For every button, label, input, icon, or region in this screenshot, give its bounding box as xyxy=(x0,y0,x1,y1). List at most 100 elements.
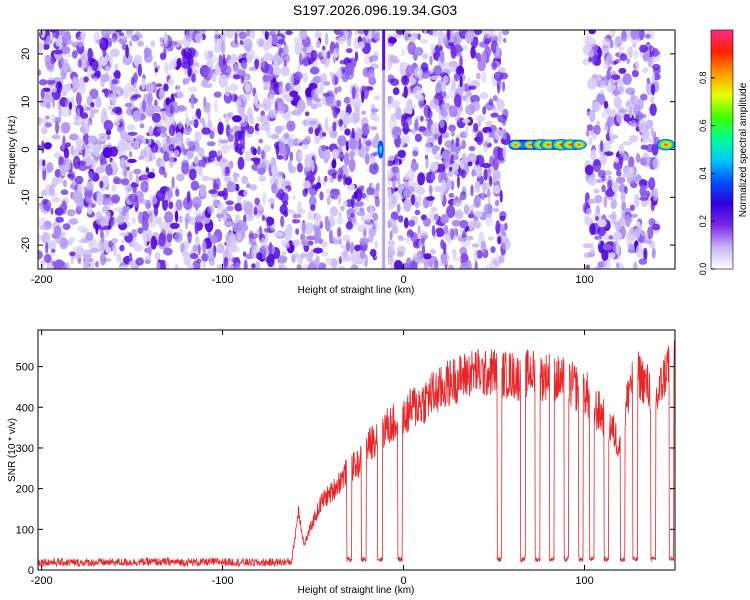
heatmap-cell xyxy=(331,159,337,169)
heatmap-cell xyxy=(226,205,235,211)
heatmap-cell xyxy=(614,95,620,107)
heatmap-cell xyxy=(272,67,282,76)
heatmap-cell xyxy=(467,77,471,88)
heatmap-cell xyxy=(57,82,62,89)
heatmap-cell xyxy=(453,73,460,82)
heatmap-cell xyxy=(41,140,45,154)
heatmap-cell xyxy=(243,201,253,216)
heatmap-cell xyxy=(285,82,291,92)
heatmap-cell xyxy=(398,215,404,223)
heatmap-cell xyxy=(55,216,64,223)
heatmap-cell xyxy=(110,86,118,92)
heatmap-cell xyxy=(187,140,196,147)
heatmap-cell xyxy=(392,87,400,96)
heatmap-cell xyxy=(454,208,464,220)
heatmap-cell xyxy=(319,73,328,84)
heatmap-cell xyxy=(448,124,456,132)
heatmap-cell xyxy=(331,148,340,159)
heatmap-cell xyxy=(159,221,169,230)
heatmap-cell xyxy=(100,39,106,51)
heatmap-cell xyxy=(618,46,625,52)
heatmap-cell xyxy=(64,99,70,108)
heatmap-cell xyxy=(587,37,597,48)
signal-peak xyxy=(571,139,587,150)
heatmap-cell xyxy=(229,250,233,264)
heatmap-cell xyxy=(126,192,130,206)
heatmap-cell xyxy=(363,30,369,36)
heatmap-cell xyxy=(370,108,379,113)
heatmap-cell xyxy=(459,246,468,256)
heatmap-cell xyxy=(591,54,601,66)
heatmap-cell xyxy=(622,141,633,146)
heatmap-cell xyxy=(337,86,342,93)
heatmap-cell xyxy=(491,61,498,71)
heatmap-cell xyxy=(95,96,102,109)
heatmap-cell xyxy=(652,223,661,231)
heatmap-cell xyxy=(326,188,331,195)
heatmap-cell xyxy=(443,242,447,255)
y-tick-label: 10 xyxy=(20,96,32,108)
heatmap-cell xyxy=(120,178,130,186)
heatmap-cell xyxy=(142,137,146,146)
heatmap-cell xyxy=(187,264,195,269)
heatmap-cell xyxy=(606,116,615,127)
heatmap-cell xyxy=(494,199,500,207)
heatmap-cell xyxy=(371,219,378,228)
heatmap-cell xyxy=(406,185,415,194)
heatmap-cell xyxy=(293,36,301,45)
heatmap-cell xyxy=(118,32,125,37)
heatmap-cell xyxy=(480,192,485,201)
heatmap-cell xyxy=(374,151,379,156)
heatmap-cell xyxy=(442,75,449,84)
heatmap-cell xyxy=(473,122,479,133)
heatmap-cell xyxy=(200,79,209,88)
heatmap-cell xyxy=(355,131,360,142)
heatmap-cell xyxy=(122,53,133,66)
heatmap-cell xyxy=(369,55,379,62)
heatmap-cell xyxy=(440,50,445,64)
heatmap-cell xyxy=(295,228,300,235)
heatmap-cell xyxy=(639,44,649,53)
heatmap-cell xyxy=(472,219,482,229)
heatmap-cell xyxy=(391,225,399,235)
heatmap-cell xyxy=(249,184,258,191)
heatmap-cell xyxy=(407,36,417,42)
heatmap-cell xyxy=(313,247,323,254)
heatmap-cell xyxy=(126,124,136,131)
heatmap-cell xyxy=(315,87,320,96)
heatmap-cell xyxy=(148,245,152,257)
signal-peak xyxy=(508,140,523,150)
heatmap-cell xyxy=(586,124,594,132)
heatmap-cell xyxy=(314,220,321,227)
snr-frame xyxy=(37,329,676,571)
heatmap-cell xyxy=(488,133,494,138)
heatmap-cell xyxy=(105,65,111,73)
heatmap-cell xyxy=(41,118,49,124)
heatmap-cell xyxy=(362,123,370,136)
heatmap-cell xyxy=(610,74,621,80)
heatmap-cell xyxy=(344,62,355,76)
heatmap-cell xyxy=(603,259,611,269)
heatmap-cell xyxy=(103,120,114,131)
heatmap-cell xyxy=(76,35,85,48)
heatmap-cell xyxy=(586,130,590,137)
heatmap-cell xyxy=(374,196,381,207)
heatmap-cell xyxy=(93,76,98,82)
heatmap-cell xyxy=(468,145,476,152)
heatmap-cell xyxy=(283,44,289,55)
heatmap-cell xyxy=(445,161,450,170)
heatmap-cell xyxy=(105,129,112,136)
heatmap-cell xyxy=(462,118,471,124)
heatmap-cell xyxy=(405,100,411,114)
heatmap-cell xyxy=(38,69,42,76)
heatmap-cell xyxy=(603,125,609,132)
heatmap-cell xyxy=(605,188,615,198)
heatmap-cell xyxy=(471,169,476,177)
heatmap-cell xyxy=(332,48,340,58)
heatmap-cell xyxy=(476,249,484,259)
heatmap-cell xyxy=(227,181,237,193)
heatmap-cell xyxy=(53,225,62,238)
heatmap-cell xyxy=(100,74,105,88)
heatmap-cell xyxy=(171,176,175,189)
heatmap-cell xyxy=(95,211,103,225)
